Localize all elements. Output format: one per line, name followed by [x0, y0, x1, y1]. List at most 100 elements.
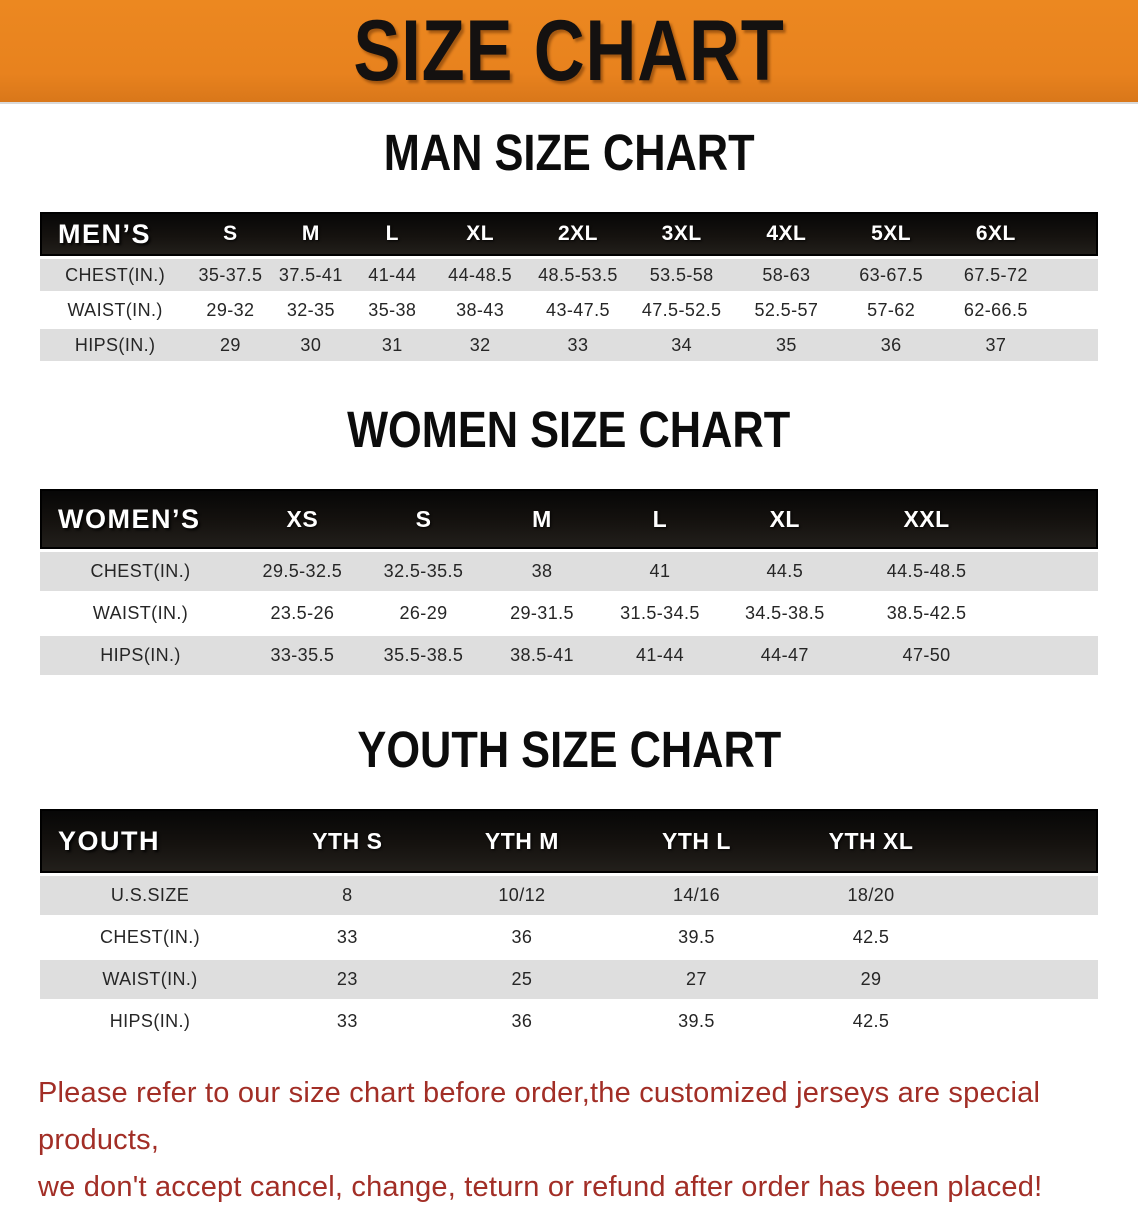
cell: 8	[260, 876, 435, 915]
table-row: CHEST(IN.) 35-37.5 37.5-41 41-44 44-48.5…	[40, 259, 1098, 291]
banner: SIZE CHART	[0, 0, 1138, 104]
cell: 37.5-41	[270, 259, 352, 291]
column-header: XXL	[850, 489, 1003, 549]
column-header: XS	[241, 489, 364, 549]
column-header: S	[363, 489, 484, 549]
cell: 23	[260, 960, 435, 999]
table-row: HIPS(IN.) 33-35.5 35.5-38.5 38.5-41 41-4…	[40, 636, 1098, 675]
banner-title: SIZE CHART	[353, 2, 785, 99]
column-header: 6XL	[943, 212, 1049, 256]
cell: 41	[600, 552, 720, 591]
cell: 25	[434, 960, 610, 999]
youth-corner-label: YOUTH	[40, 809, 261, 873]
cell: 36	[838, 329, 944, 361]
cell: 14/16	[609, 876, 784, 915]
cell: 37	[943, 329, 1049, 361]
table-row: WAIST(IN.) 23 25 27 29	[40, 960, 1098, 999]
cell: 32.5-35.5	[363, 552, 484, 591]
row-label: HIPS(IN.)	[40, 636, 242, 675]
table-row: CHEST(IN.) 33 36 39.5 42.5	[40, 918, 1098, 957]
column-header: 5XL	[838, 212, 944, 256]
cell: 32-35	[270, 294, 352, 326]
man-heading: MAN SIZE CHART	[0, 127, 1138, 187]
spacer-cell	[958, 876, 1098, 915]
column-header: YTH L	[609, 809, 784, 873]
cell: 29-32	[190, 294, 271, 326]
cell: 44.5	[719, 552, 851, 591]
row-label: HIPS(IN.)	[40, 1002, 261, 1041]
man-corner-label: MEN’S	[40, 212, 191, 256]
cell: 47.5-52.5	[629, 294, 735, 326]
cell: 62-66.5	[943, 294, 1049, 326]
section-youth: YOUTH SIZE CHART YOUTH YTH S YTH M YTH L…	[0, 721, 1138, 1044]
cell: 26-29	[363, 594, 484, 633]
cell: 35-38	[351, 294, 434, 326]
table-row: WAIST(IN.) 29-32 32-35 35-38 38-43 43-47…	[40, 294, 1098, 326]
cell: 57-62	[838, 294, 944, 326]
cell: 44.5-48.5	[850, 552, 1003, 591]
cell: 42.5	[783, 918, 959, 957]
spacer-cell	[1048, 294, 1098, 326]
cell: 31.5-34.5	[600, 594, 720, 633]
cell: 47-50	[850, 636, 1003, 675]
row-label: CHEST(IN.)	[40, 552, 242, 591]
youth-heading: YOUTH SIZE CHART	[0, 721, 1138, 784]
spacer-cell	[1002, 489, 1098, 549]
row-label: HIPS(IN.)	[40, 329, 191, 361]
row-label: CHEST(IN.)	[40, 918, 261, 957]
cell: 33	[260, 918, 435, 957]
man-size-table: MEN’S S M L XL 2XL 3XL 4XL 5XL 6XL CHEST…	[40, 209, 1098, 364]
cell: 27	[609, 960, 784, 999]
cell: 33	[526, 329, 630, 361]
cell: 48.5-53.5	[526, 259, 630, 291]
women-corner-label: WOMEN’S	[40, 489, 242, 549]
cell: 44-47	[719, 636, 851, 675]
disclaimer-line-1: Please refer to our size chart before or…	[38, 1077, 1041, 1156]
cell: 23.5-26	[241, 594, 364, 633]
cell: 34	[629, 329, 735, 361]
column-header: XL	[719, 489, 851, 549]
spacer-cell	[958, 960, 1098, 999]
youth-size-table: YOUTH YTH S YTH M YTH L YTH XL U.S.SIZE …	[40, 806, 1098, 1044]
spacer-cell	[1048, 212, 1098, 256]
disclaimer-line-2: we don't accept cancel, change, teturn o…	[38, 1171, 1043, 1203]
column-header: YTH XL	[783, 809, 959, 873]
cell: 44-48.5	[433, 259, 527, 291]
column-header: XL	[433, 212, 527, 256]
cell: 41-44	[351, 259, 434, 291]
cell: 29-31.5	[483, 594, 601, 633]
column-header: YTH M	[434, 809, 610, 873]
cell: 42.5	[783, 1002, 959, 1041]
table-row: CHEST(IN.) 29.5-32.5 32.5-35.5 38 41 44.…	[40, 552, 1098, 591]
row-label: CHEST(IN.)	[40, 259, 191, 291]
disclaimer: Please refer to our size chart before or…	[38, 1070, 1102, 1211]
cell: 38	[483, 552, 601, 591]
women-heading: WOMEN SIZE CHART	[0, 404, 1138, 464]
cell: 35	[734, 329, 839, 361]
cell: 58-63	[734, 259, 839, 291]
cell: 18/20	[783, 876, 959, 915]
table-row: U.S.SIZE 8 10/12 14/16 18/20	[40, 876, 1098, 915]
cell: 39.5	[609, 1002, 784, 1041]
cell: 38.5-41	[483, 636, 601, 675]
row-label: U.S.SIZE	[40, 876, 261, 915]
column-header: M	[483, 489, 601, 549]
column-header: 3XL	[629, 212, 735, 256]
spacer-cell	[1002, 594, 1098, 633]
section-man: MAN SIZE CHART MEN’S S M L XL 2XL 3XL 4X…	[0, 127, 1138, 364]
spacer-cell	[1048, 329, 1098, 361]
table-row: HIPS(IN.) 33 36 39.5 42.5	[40, 1002, 1098, 1041]
column-header: 2XL	[526, 212, 630, 256]
cell: 10/12	[434, 876, 610, 915]
cell: 41-44	[600, 636, 720, 675]
cell: 31	[351, 329, 434, 361]
youth-heading-text: YOUTH SIZE CHART	[357, 721, 781, 778]
youth-header-row: YOUTH YTH S YTH M YTH L YTH XL	[40, 809, 1098, 873]
cell: 38.5-42.5	[850, 594, 1003, 633]
cell: 53.5-58	[629, 259, 735, 291]
spacer-cell	[1002, 636, 1098, 675]
table-row: WAIST(IN.) 23.5-26 26-29 29-31.5 31.5-34…	[40, 594, 1098, 633]
cell: 33	[260, 1002, 435, 1041]
cell: 52.5-57	[734, 294, 839, 326]
cell: 29	[783, 960, 959, 999]
